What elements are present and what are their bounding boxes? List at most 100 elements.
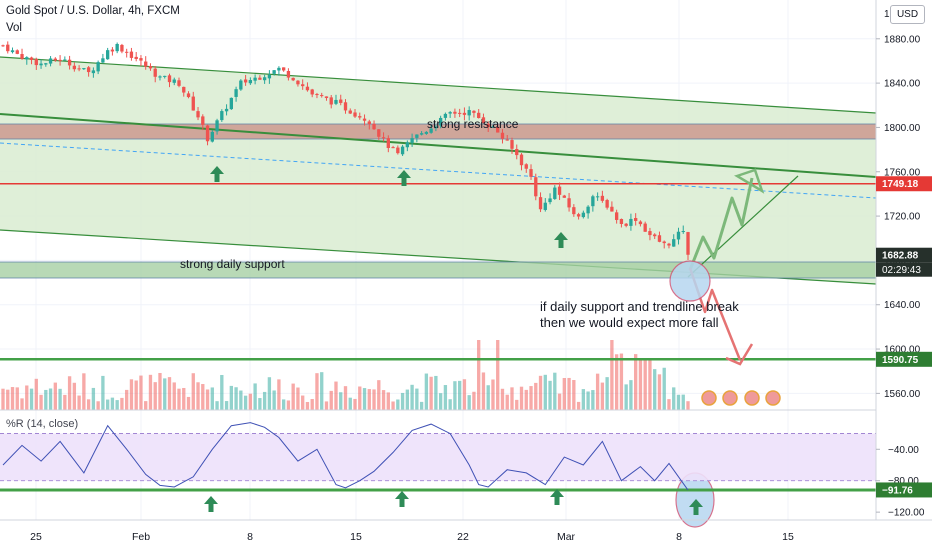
volume-bar xyxy=(391,401,395,410)
candle-body xyxy=(324,96,329,99)
volume-bar xyxy=(205,389,210,410)
candle-body xyxy=(220,111,224,121)
candle-body xyxy=(572,207,576,215)
volume-bar xyxy=(139,375,143,410)
volume-bar xyxy=(167,377,172,410)
volume-bar xyxy=(243,395,248,410)
candle-body xyxy=(310,89,314,95)
candle-body xyxy=(224,108,229,112)
volume-bar xyxy=(34,378,38,410)
volume-bar xyxy=(624,384,628,410)
volume-bar xyxy=(538,375,543,410)
candle-body xyxy=(82,68,86,70)
candle-body xyxy=(481,117,486,124)
candle-body xyxy=(39,63,43,66)
candle-body xyxy=(681,231,685,233)
candle-body xyxy=(396,147,400,154)
candle-body xyxy=(291,77,295,81)
candle-body xyxy=(472,110,476,113)
candle-body xyxy=(605,200,609,208)
candle-body xyxy=(105,50,110,60)
candle-body xyxy=(296,80,300,85)
volume-bar xyxy=(239,390,243,410)
candle-body xyxy=(115,43,119,52)
candle-body xyxy=(72,65,77,70)
volume-bar xyxy=(182,387,186,410)
volume-bar xyxy=(215,401,219,410)
bullish-projection-path xyxy=(688,177,754,271)
candle-body xyxy=(467,110,471,116)
candle-body xyxy=(120,44,124,52)
candle-body xyxy=(34,59,38,66)
candle-body xyxy=(486,123,490,128)
candle-body xyxy=(595,196,600,198)
volume-bar xyxy=(634,354,638,410)
volume-bar xyxy=(210,387,214,410)
volume-bar xyxy=(201,384,205,410)
support-bounce-arrow xyxy=(397,170,411,186)
volume-bar xyxy=(610,340,614,410)
candle-body xyxy=(286,70,291,78)
volume-bar xyxy=(186,396,191,410)
volume-bar xyxy=(196,382,200,410)
volume-bar xyxy=(44,389,48,410)
currency-badge[interactable]: USD xyxy=(890,5,925,24)
volume-bar xyxy=(110,397,115,410)
volume-bar xyxy=(581,389,586,410)
volume-bar xyxy=(381,390,386,410)
volume-bar xyxy=(1,388,5,410)
support-bounce-arrow xyxy=(210,166,224,182)
volume-bar xyxy=(400,392,405,410)
volume-bar xyxy=(443,385,448,410)
volume-bar xyxy=(614,354,619,410)
candle-body xyxy=(91,70,96,74)
price-tick-label: 1880.00 xyxy=(884,34,921,45)
wr-tick-label: −80.00 xyxy=(888,476,919,487)
candle-body xyxy=(343,102,348,111)
candle-body xyxy=(557,186,562,195)
volume-bar xyxy=(519,386,524,410)
volume-bar xyxy=(486,385,490,410)
price-tick-label: 1800.00 xyxy=(884,123,921,134)
channel-fill xyxy=(0,57,876,284)
price-tick-label: 1560.00 xyxy=(884,389,921,400)
volume-bar xyxy=(562,378,566,410)
volume-label: Vol xyxy=(6,22,22,34)
price-tick-label: 1760.00 xyxy=(884,167,921,178)
volume-bar xyxy=(548,380,552,410)
volume-bar xyxy=(258,398,262,410)
volume-bar xyxy=(429,376,433,410)
candle-body xyxy=(438,117,443,126)
wr-line xyxy=(2,422,689,491)
volume-bar xyxy=(467,395,471,410)
wr-bounce-arrow xyxy=(395,491,409,507)
volume-bar xyxy=(595,373,600,410)
economic-event-icon xyxy=(765,390,781,406)
volume-bar xyxy=(101,375,105,410)
volume-bar xyxy=(220,374,224,410)
mid-trendline xyxy=(0,113,877,178)
red-level-price-label: 1749.18 xyxy=(882,179,919,190)
volume-bar xyxy=(410,384,414,410)
candle-body xyxy=(15,50,19,54)
candle-body xyxy=(334,99,338,104)
candle-body xyxy=(177,80,181,86)
volume-bar xyxy=(286,400,291,410)
candle-body xyxy=(634,218,638,221)
candle-body xyxy=(381,137,386,139)
volume-bar xyxy=(491,379,495,410)
candle-body xyxy=(562,195,566,198)
candle-body xyxy=(548,198,552,203)
volume-bar xyxy=(367,389,371,410)
candle-body xyxy=(58,59,62,61)
volume-bar xyxy=(91,387,96,410)
volume-bar xyxy=(77,395,81,410)
volume-bar xyxy=(543,374,547,410)
candle-body xyxy=(581,212,586,218)
volume-bar xyxy=(72,382,77,410)
candle-body xyxy=(657,235,662,242)
candle-body xyxy=(315,94,319,96)
candle-body xyxy=(191,96,195,111)
